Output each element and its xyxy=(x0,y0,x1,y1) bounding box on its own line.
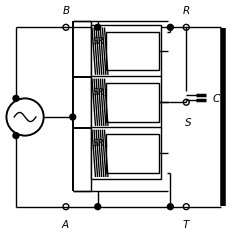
Text: $A$: $A$ xyxy=(62,218,70,230)
Text: $R$: $R$ xyxy=(182,4,190,16)
Bar xyxy=(106,83,159,121)
Circle shape xyxy=(13,133,19,139)
Circle shape xyxy=(95,204,101,210)
Bar xyxy=(91,25,161,77)
Text: $SR_2$: $SR_2$ xyxy=(92,86,108,99)
Bar xyxy=(91,127,161,179)
Text: $SR_1$: $SR_1$ xyxy=(92,35,108,48)
Circle shape xyxy=(167,24,173,30)
Text: $B$: $B$ xyxy=(62,4,70,16)
Bar xyxy=(106,134,159,173)
Bar xyxy=(91,76,161,128)
Text: $T$: $T$ xyxy=(182,218,191,230)
Circle shape xyxy=(167,204,173,210)
Text: $S$: $S$ xyxy=(184,116,193,128)
Circle shape xyxy=(95,24,101,30)
Text: $C$: $C$ xyxy=(212,92,221,104)
Bar xyxy=(106,32,159,70)
Text: $SR_3$: $SR_3$ xyxy=(92,137,109,150)
Circle shape xyxy=(13,95,19,101)
Circle shape xyxy=(70,114,76,120)
